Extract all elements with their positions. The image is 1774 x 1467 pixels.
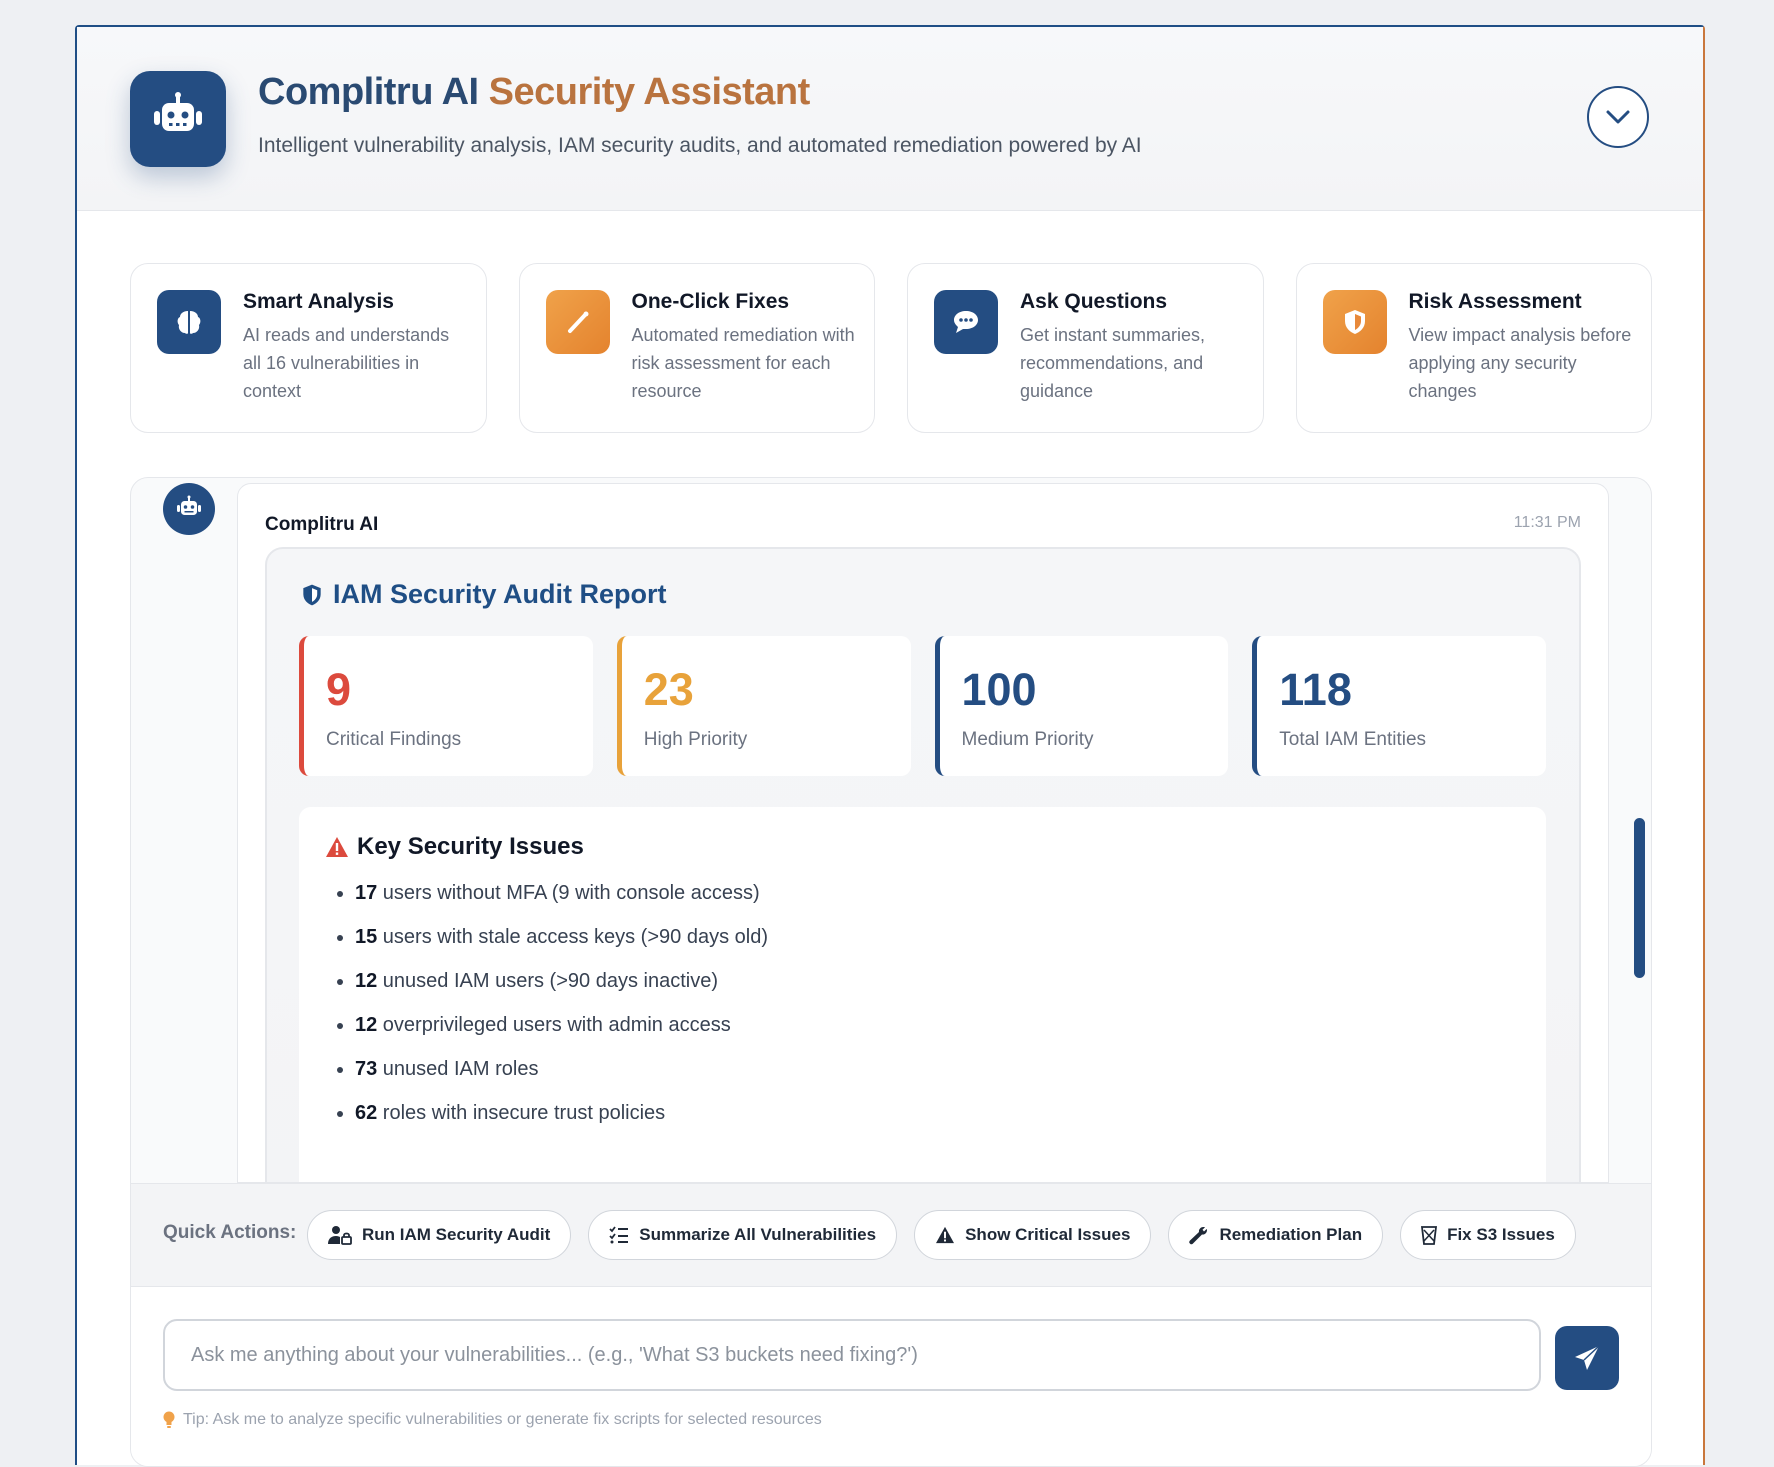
feature-title: Smart Analysis (243, 290, 394, 313)
stat-value: 100 (961, 664, 1037, 715)
feature-card-smart-analysis: Smart Analysis AI reads and understands … (130, 263, 487, 433)
warning-icon (936, 1226, 955, 1244)
wrench-icon (1189, 1227, 1208, 1245)
report-title: IAM Security Audit Report (299, 579, 667, 610)
remediation-plan-button[interactable]: Remediation Plan (1168, 1210, 1384, 1260)
button-label: Run IAM Security Audit (362, 1225, 551, 1244)
show-critical-issues-button[interactable]: Show Critical Issues (914, 1210, 1152, 1260)
chat-message: Complitru AI 11:31 PM IAM Security Audit… (237, 483, 1609, 1183)
issue-count: 17 (355, 882, 378, 904)
issue-text: users without MFA (9 with console access… (377, 882, 760, 904)
feature-description: AI reads and understands all 16 vulnerab… (243, 325, 450, 401)
list-check-icon (609, 1226, 629, 1244)
stat-medium-priority: 100 Medium Priority (934, 636, 1229, 776)
paper-plane-icon (1575, 1345, 1600, 1370)
run-iam-audit-button[interactable]: Run IAM Security Audit (307, 1210, 572, 1260)
warning-icon (326, 837, 348, 857)
key-issues-section: Key Security Issues 17 users without MFA… (299, 807, 1546, 1182)
chat-scrollbar[interactable] (1634, 818, 1645, 978)
chevron-down-icon (1606, 110, 1630, 124)
summarize-vulnerabilities-button[interactable]: Summarize All Vulnerabilities (588, 1210, 898, 1260)
lightbulb-icon (163, 1411, 175, 1428)
issue-count: 12 (355, 1014, 378, 1036)
list-item: 12 overprivileged users with admin acces… (355, 1003, 768, 1047)
page-title: Complitru AI Security Assistant (258, 71, 810, 114)
issue-count: 73 (355, 1058, 378, 1080)
user-lock-icon (328, 1226, 352, 1245)
issue-text: users with stale access keys (>90 days o… (377, 926, 768, 948)
ai-assistant-panel: Complitru AI Security Assistant Intellig… (75, 25, 1705, 1467)
tip-label: Tip: Ask me to analyze specific vulnerab… (183, 1411, 822, 1428)
robot-icon (130, 71, 226, 167)
issue-text: unused IAM users (>90 days inactive) (377, 970, 718, 992)
button-label: Summarize All Vulnerabilities (639, 1225, 877, 1244)
quick-actions-label: Quick Actions: (163, 1222, 297, 1243)
list-item: 73 unused IAM roles (355, 1047, 768, 1091)
feature-description: Automated remediation with risk assessme… (631, 325, 855, 401)
stat-label: High Priority (643, 729, 748, 750)
list-item: 62 roles with insecure trust policies (355, 1091, 768, 1135)
stat-total-iam-entities: 118 Total IAM Entities (1252, 636, 1546, 776)
title-product: Security Assistant (488, 71, 811, 113)
stat-critical-findings: 9 Critical Findings (299, 636, 593, 776)
report-title-text: IAM Security Audit Report (333, 579, 667, 609)
button-label: Show Critical Issues (965, 1225, 1131, 1244)
stats-row: 9 Critical Findings 23 High Priority 100… (299, 636, 1546, 776)
chat-input[interactable] (163, 1319, 1541, 1391)
bucket-icon (1421, 1226, 1438, 1245)
send-button[interactable] (1555, 1326, 1619, 1390)
feature-card-risk-assessment: Risk Assessment View impact analysis bef… (1295, 263, 1652, 433)
page-subtitle: Intelligent vulnerability analysis, IAM … (258, 134, 1142, 157)
list-item: 15 users with stale access keys (>90 day… (355, 915, 768, 959)
issues-title-text: Key Security Issues (357, 833, 584, 860)
feature-title: Risk Assessment (1408, 290, 1582, 313)
shield-icon (303, 584, 321, 605)
chat-container: Complitru AI 11:31 PM IAM Security Audit… (130, 477, 1652, 1467)
collapse-button[interactable] (1587, 86, 1649, 148)
quick-actions-buttons: Run IAM Security Audit Summarize All Vul… (307, 1210, 1576, 1260)
stat-high-priority: 23 High Priority (616, 636, 911, 776)
issue-count: 15 (355, 926, 378, 948)
title-brand: Complitru AI (258, 71, 479, 113)
feature-card-ask-questions: Ask Questions Get instant summaries, rec… (907, 263, 1264, 433)
feature-title: One-Click Fixes (631, 290, 790, 313)
magic-wand-icon (545, 290, 610, 354)
stat-label: Medium Priority (961, 729, 1094, 750)
button-label: Fix S3 Issues (1447, 1225, 1555, 1244)
message-timestamp: 11:31 PM (1513, 514, 1581, 531)
issue-count: 62 (355, 1102, 378, 1124)
issue-text: roles with insecure trust policies (377, 1102, 666, 1124)
list-item: 17 users without MFA (9 with console acc… (355, 871, 768, 915)
brain-icon (157, 290, 221, 354)
issues-title: Key Security Issues (325, 833, 584, 861)
issue-text: overprivileged users with admin access (377, 1014, 731, 1036)
feature-description: View impact analysis before applying any… (1408, 325, 1632, 401)
robot-icon (177, 495, 201, 515)
issue-text: unused IAM roles (377, 1058, 539, 1080)
stat-value: 23 (643, 664, 694, 715)
quick-actions-bar: Quick Actions: Run IAM Security Audit (131, 1183, 1651, 1287)
chat-input-area: Tip: Ask me to analyze specific vulnerab… (131, 1287, 1651, 1466)
feature-description: Get instant summaries, recommendations, … (1020, 325, 1206, 401)
button-label: Remediation Plan (1219, 1225, 1363, 1244)
issue-count: 12 (355, 970, 378, 992)
avatar (163, 483, 215, 535)
tip-text: Tip: Ask me to analyze specific vulnerab… (163, 1411, 822, 1429)
stat-value: 118 (1279, 664, 1352, 715)
stat-label: Critical Findings (326, 729, 462, 750)
shield-icon (1322, 290, 1387, 354)
issues-list: 17 users without MFA (9 with console acc… (325, 871, 768, 1135)
stat-value: 9 (326, 664, 352, 715)
feature-card-one-click-fixes: One-Click Fixes Automated remediation wi… (518, 263, 875, 433)
message-sender: Complitru AI (265, 514, 379, 535)
assistant-header: Complitru AI Security Assistant Intellig… (77, 27, 1703, 211)
feature-cards: Smart Analysis AI reads and understands … (130, 263, 1652, 433)
fix-s3-issues-button[interactable]: Fix S3 Issues (1400, 1210, 1576, 1260)
audit-report: IAM Security Audit Report 9 Critical Fin… (265, 547, 1581, 1182)
stat-label: Total IAM Entities (1279, 729, 1427, 750)
chat-bubble-icon (934, 290, 998, 354)
list-item: 12 unused IAM users (>90 days inactive) (355, 959, 768, 1003)
feature-title: Ask Questions (1020, 290, 1168, 313)
